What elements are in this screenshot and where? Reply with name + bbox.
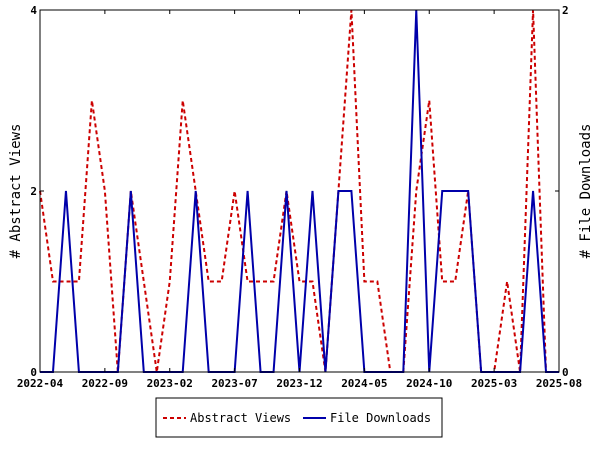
y-right-tick-label: 0 [562, 366, 569, 379]
x-tick-label: 2022-09 [82, 377, 128, 390]
y-left-tick-label: 4 [30, 4, 37, 17]
x-tick-label: 2023-02 [147, 377, 193, 390]
legend-label-file-downloads: File Downloads [330, 411, 431, 425]
axis-ticks: 2022-04 2022-09 2023-02 2023-07 2023-12 2024-… [17, 4, 582, 390]
legend-box [155, 397, 443, 438]
y-axis-right-title: # File Downloads [578, 124, 594, 259]
x-tick-label: 2024-10 [406, 377, 452, 390]
y-left-tick-label: 2 [30, 185, 37, 198]
x-tick-label: 2023-12 [276, 377, 322, 390]
plot-area-frame [39, 9, 560, 373]
x-tick-label: 2023-07 [211, 377, 257, 390]
y-axis-left-title: # Abstract Views [8, 124, 24, 259]
y-right-tick-label: 2 [562, 4, 569, 17]
series-line-abstract-views [39, 9, 559, 373]
series-line-file-downloads [40, 9, 559, 373]
x-tick-label: 2025-08 [536, 377, 582, 390]
series-layer [39, 9, 559, 373]
legend-label-abstract-views: Abstract Views [190, 411, 291, 425]
x-tick-label: 2024-05 [341, 377, 387, 390]
x-tick-label: 2025-03 [471, 377, 517, 390]
y-left-tick-label: 0 [30, 366, 37, 379]
legend: Abstract Views File Downloads [155, 397, 443, 438]
x-tick-label: 2022-04 [17, 377, 64, 390]
